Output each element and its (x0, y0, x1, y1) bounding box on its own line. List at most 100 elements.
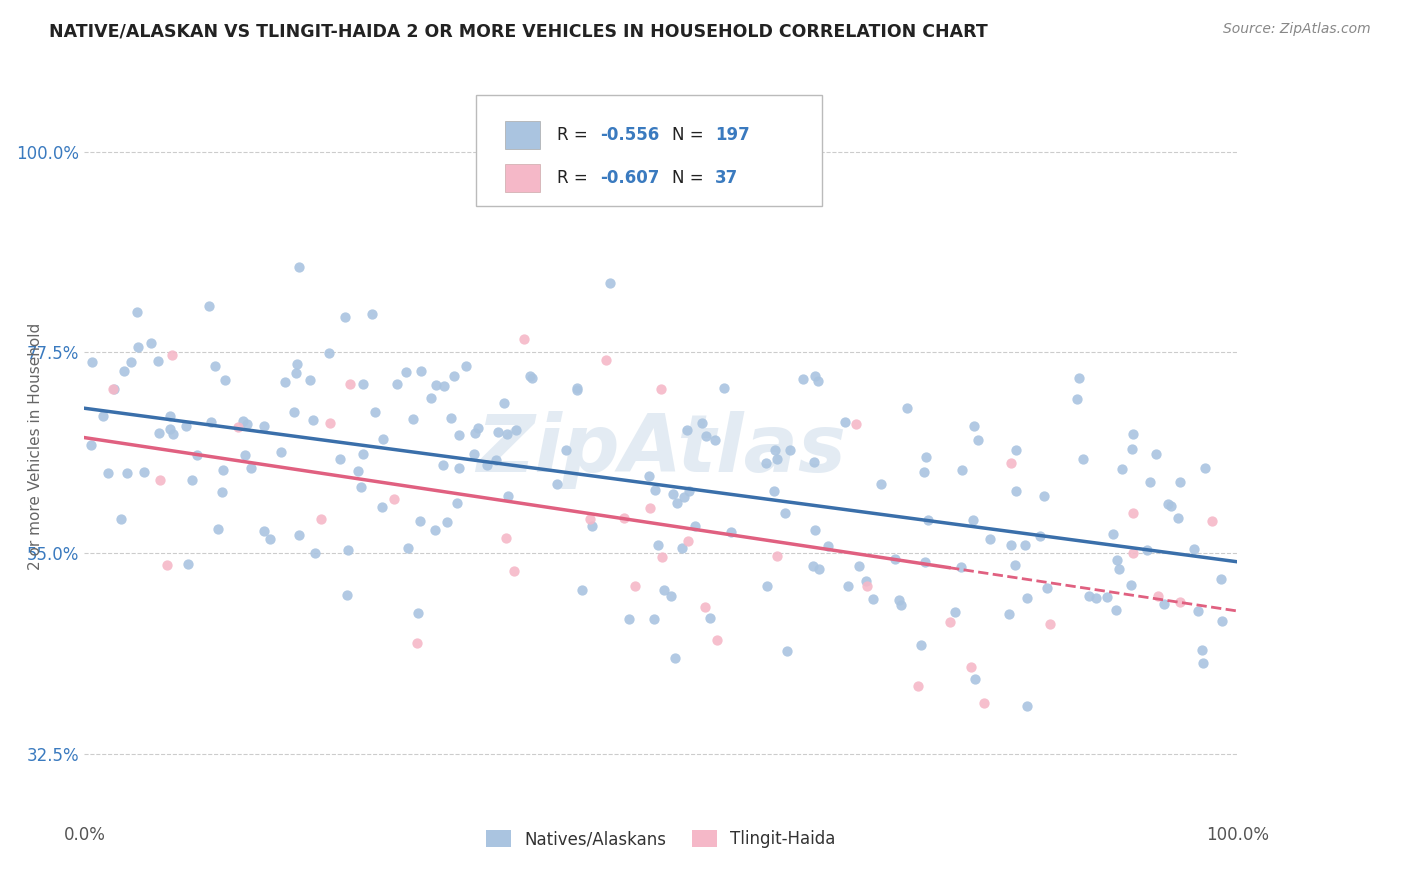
Point (765, 549, 787, 563)
Point (352, 447, 374, 461)
Point (890, 598, 912, 612)
Point (449, 427, 471, 442)
Point (1121, 442, 1143, 457)
Point (870, 476, 893, 491)
Point (862, 591, 884, 606)
Point (664, 651, 686, 665)
Point (80, 438, 103, 452)
Point (101, 382, 124, 396)
Point (287, 357, 309, 371)
Point (690, 416, 713, 430)
Point (637, 469, 659, 483)
Point (486, 425, 509, 439)
Point (638, 500, 661, 515)
Point (1015, 698, 1038, 713)
Text: N =: N = (672, 169, 709, 187)
Point (82, 355, 104, 369)
Point (1108, 561, 1130, 575)
Point (571, 582, 593, 597)
Point (110, 511, 132, 525)
Point (253, 419, 276, 434)
Point (125, 305, 148, 319)
Point (371, 433, 394, 447)
Point (962, 418, 984, 433)
Point (463, 447, 485, 461)
Point (495, 531, 517, 545)
Point (756, 579, 779, 593)
Point (1167, 510, 1189, 524)
Point (446, 496, 468, 510)
Text: ZipAtlas: ZipAtlas (475, 411, 846, 490)
Point (454, 359, 477, 373)
Point (595, 353, 617, 368)
Point (396, 541, 419, 555)
Point (336, 588, 359, 602)
Point (1147, 589, 1170, 603)
Point (127, 340, 149, 354)
Text: Source: ZipAtlas.com: Source: ZipAtlas.com (1223, 22, 1371, 37)
Point (1033, 489, 1056, 503)
Point (672, 490, 695, 504)
Point (671, 541, 693, 555)
Legend: Natives/Alaskans, Tlingit-Haida: Natives/Alaskans, Tlingit-Haida (478, 822, 844, 856)
Point (683, 518, 706, 533)
Point (766, 452, 789, 467)
Point (288, 528, 311, 542)
Point (409, 514, 432, 528)
Point (436, 515, 458, 529)
Point (204, 359, 226, 374)
Point (233, 448, 256, 462)
Point (917, 513, 939, 527)
Point (1156, 497, 1178, 511)
Point (676, 534, 699, 549)
Point (695, 428, 717, 442)
Point (186, 449, 208, 463)
Point (115, 466, 138, 480)
Point (1017, 591, 1039, 606)
Point (779, 443, 801, 458)
Point (910, 638, 932, 652)
Point (394, 365, 416, 379)
Text: 37: 37 (716, 169, 738, 187)
Point (1097, 590, 1119, 604)
Point (1168, 595, 1191, 609)
Point (236, 417, 259, 432)
Point (485, 453, 508, 467)
Point (1029, 529, 1052, 543)
Point (889, 593, 911, 607)
Point (803, 455, 825, 469)
Point (302, 412, 325, 426)
Point (402, 412, 425, 426)
Point (498, 489, 520, 503)
Point (963, 672, 986, 686)
Point (1201, 514, 1223, 528)
Point (464, 426, 486, 441)
Point (599, 277, 621, 291)
Point (319, 416, 342, 430)
Point (112, 364, 135, 378)
Point (519, 368, 541, 383)
Point (1078, 589, 1101, 603)
Point (423, 523, 446, 537)
Text: N =: N = (672, 126, 709, 145)
Point (162, 348, 184, 362)
Point (505, 423, 527, 437)
Point (159, 421, 181, 435)
Point (1084, 591, 1107, 605)
Point (1107, 553, 1129, 567)
Point (207, 522, 229, 536)
Point (914, 450, 936, 465)
Point (253, 524, 276, 539)
Point (432, 458, 454, 472)
Point (1160, 499, 1182, 513)
Point (232, 414, 254, 428)
Point (382, 491, 405, 506)
Point (347, 464, 370, 478)
Point (817, 539, 839, 553)
Point (502, 564, 524, 578)
Point (318, 346, 340, 360)
Point (938, 615, 960, 629)
Point (803, 523, 825, 537)
Point (405, 636, 427, 650)
Point (952, 463, 974, 477)
